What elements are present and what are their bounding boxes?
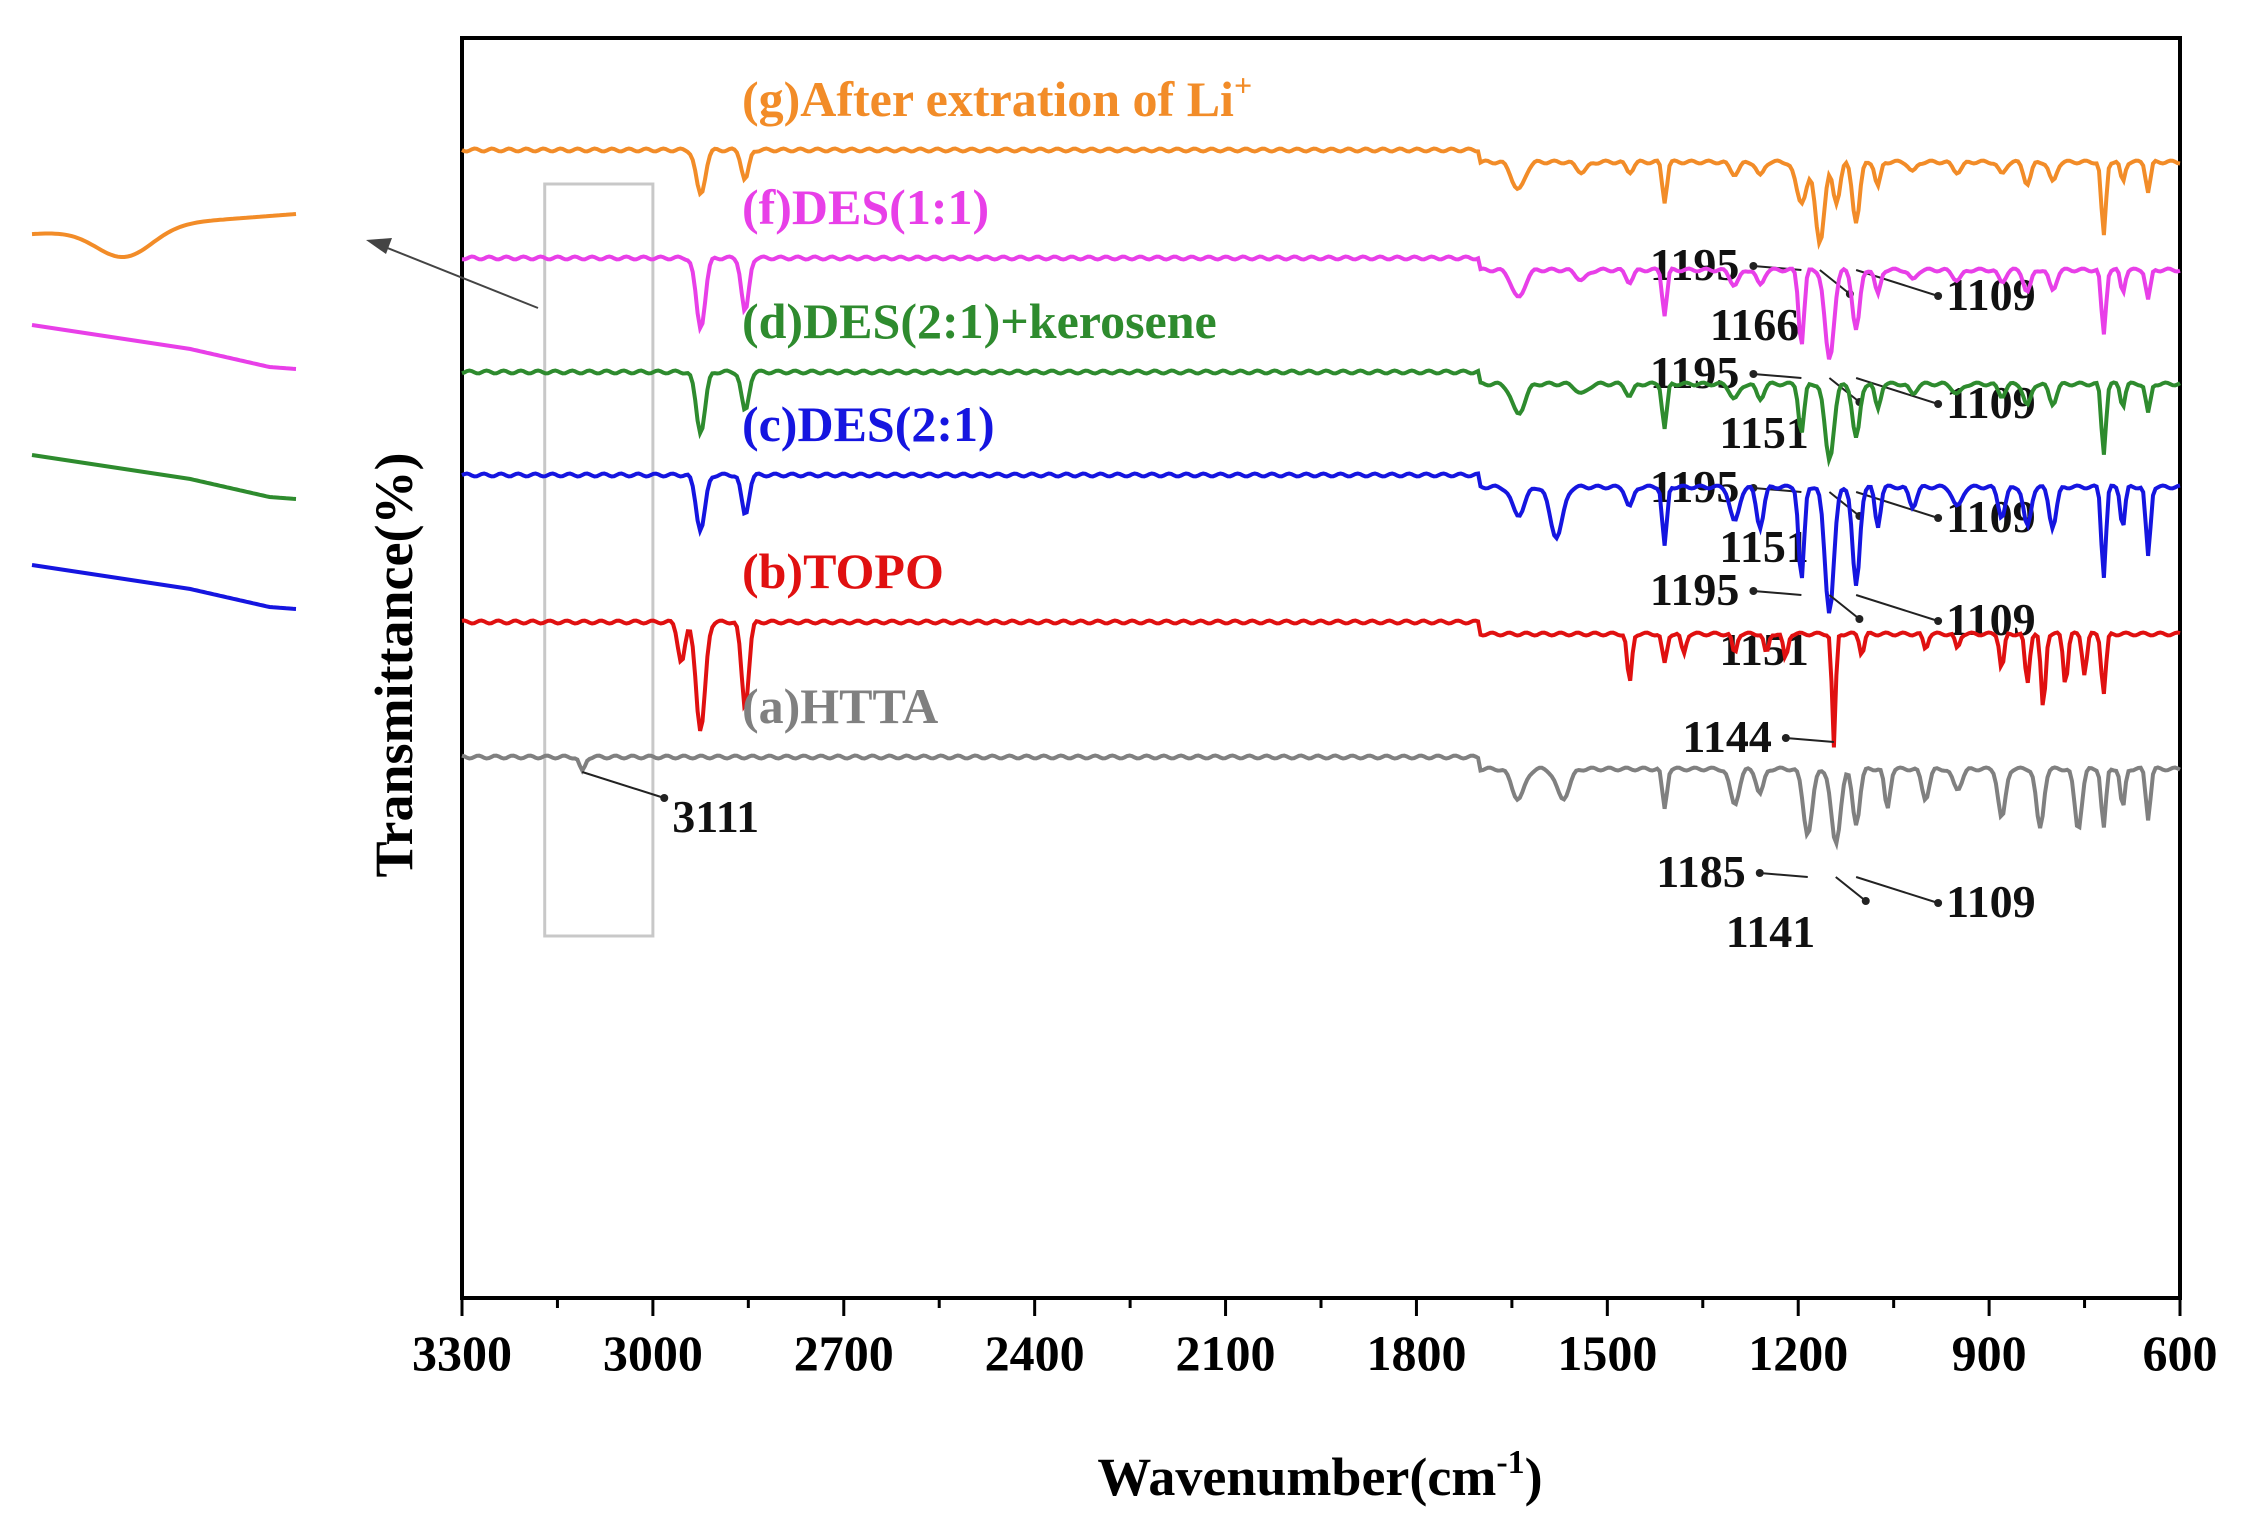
annotation-leader bbox=[1855, 876, 1939, 904]
x-tick-label: 2400 bbox=[985, 1325, 1085, 1381]
series-label: (g)After extration of Li+ bbox=[742, 67, 1252, 127]
annotation-arrowhead bbox=[1755, 869, 1764, 877]
series-line bbox=[461, 471, 2181, 614]
annotation-leader bbox=[1855, 491, 1939, 519]
annotation-leader bbox=[1835, 876, 1867, 902]
x-tick-label: 600 bbox=[2143, 1325, 2218, 1381]
x-tick-label: 2700 bbox=[794, 1325, 894, 1381]
series-label: (c)DES(2:1) bbox=[742, 396, 995, 452]
annotation-label: 1151 bbox=[1719, 407, 1808, 458]
x-axis-label-main: Wavenumber(cm bbox=[1097, 1447, 1496, 1507]
x-tick-label: 1200 bbox=[1748, 1325, 1848, 1381]
annotation-leader bbox=[581, 771, 665, 799]
series-label-text: (d)DES(2:1)+kerosene bbox=[742, 293, 1217, 349]
annotation-arrowhead bbox=[1934, 400, 1943, 408]
series-line bbox=[461, 618, 2181, 748]
annotation-leader bbox=[1855, 594, 1939, 622]
x-axis-label: Wavenumber(cm-1) bbox=[1097, 1444, 1542, 1507]
series-label: (d)DES(2:1)+kerosene bbox=[742, 293, 1217, 349]
series-label-text: (c)DES(2:1) bbox=[742, 396, 995, 452]
x-axis-label-sup: -1 bbox=[1496, 1444, 1524, 1481]
series-line bbox=[461, 146, 2181, 251]
annotation-arrowhead bbox=[1934, 617, 1943, 625]
plot-border bbox=[460, 36, 2182, 1300]
series-group: (g)After extration of Li+119511661109(f)… bbox=[461, 67, 2181, 957]
series-label: (b)TOPO bbox=[742, 543, 944, 599]
inset-curve-3 bbox=[31, 563, 297, 611]
series-5: (a)HTTA 3111 1185 1141 1109 bbox=[461, 678, 2181, 957]
series-label-text: (a)HTTA bbox=[742, 678, 938, 734]
annotation-leader bbox=[1819, 269, 1851, 295]
inset-curve-0 bbox=[31, 212, 297, 259]
annotation-leader bbox=[1753, 373, 1802, 379]
annotation-arrowhead bbox=[1749, 370, 1758, 378]
plot-frame bbox=[460, 36, 2182, 1300]
highlight-box bbox=[543, 182, 655, 938]
series-label: (f)DES(1:1) bbox=[742, 179, 989, 235]
annotation-arrowhead bbox=[1934, 899, 1943, 907]
annotation-label: 1195 bbox=[1650, 347, 1739, 398]
annotation-leader bbox=[1828, 594, 1861, 620]
annotation-arrowhead bbox=[1855, 615, 1864, 623]
series-line bbox=[461, 368, 2181, 468]
x-tick-label: 2100 bbox=[1176, 1325, 1276, 1381]
x-tick-label: 3300 bbox=[412, 1325, 512, 1381]
annotation-label: 1185 bbox=[1656, 846, 1745, 897]
x-tick-label: 1500 bbox=[1557, 1325, 1657, 1381]
y-axis-label: Transmittance(%) bbox=[364, 453, 424, 878]
inset-group bbox=[31, 212, 297, 611]
annotation-leader bbox=[1828, 377, 1861, 403]
x-tick-label: 1800 bbox=[1366, 1325, 1466, 1381]
annotation-leader bbox=[1785, 737, 1834, 743]
annotation-label: 1151 bbox=[1719, 521, 1808, 572]
inset-curve-2 bbox=[31, 453, 297, 501]
x-axis-label-end: ) bbox=[1525, 1447, 1543, 1507]
annotation-leader bbox=[1828, 491, 1861, 517]
annotation-label: 1195 bbox=[1650, 564, 1739, 615]
series-label-text: (f)DES(1:1) bbox=[742, 179, 989, 235]
annotation-arrowhead bbox=[1781, 734, 1790, 742]
x-tick-label: 3000 bbox=[603, 1325, 703, 1381]
annotation-arrowhead bbox=[1934, 292, 1943, 300]
annotation-label: 1144 bbox=[1682, 711, 1771, 762]
annotation-label: 1166 bbox=[1710, 299, 1799, 350]
annotation-arrowhead bbox=[1749, 587, 1758, 595]
annotation-label: 1195 bbox=[1650, 239, 1739, 290]
inset-pointer-line bbox=[379, 244, 539, 309]
series-line bbox=[461, 753, 2181, 851]
x-axis: 3300 3000 2700 2400 2100 1800 1500 1200 900 600 bbox=[412, 1298, 2218, 1381]
annotation-label: 1141 bbox=[1726, 906, 1815, 957]
annotation-arrowhead bbox=[1749, 262, 1758, 270]
series-label-sup: + bbox=[1234, 67, 1252, 103]
x-tick-label: 900 bbox=[1952, 1325, 2027, 1381]
series-4: (b)TOPO 1144 bbox=[461, 543, 2181, 762]
series-label-text: (g)After extration of Li bbox=[742, 71, 1234, 127]
annotation-arrowhead bbox=[1934, 514, 1943, 522]
annotation-leader bbox=[1753, 590, 1802, 596]
annotation-leader bbox=[1759, 872, 1808, 878]
series-label: (a)HTTA bbox=[742, 678, 938, 734]
annotation-label: 3111 bbox=[672, 791, 759, 842]
series-line bbox=[461, 254, 2181, 360]
inset-curve-1 bbox=[31, 323, 297, 371]
annotation-label: 1109 bbox=[1946, 876, 2035, 927]
annotation-arrowhead bbox=[660, 794, 669, 802]
annotation-leader bbox=[1855, 269, 1939, 297]
highlight-box-group bbox=[366, 182, 655, 938]
series-label-text: (b)TOPO bbox=[742, 543, 944, 599]
inset-pointer-arrowhead bbox=[366, 238, 392, 254]
annotation-leader bbox=[1855, 377, 1939, 405]
annotation-arrowhead bbox=[1861, 897, 1870, 905]
